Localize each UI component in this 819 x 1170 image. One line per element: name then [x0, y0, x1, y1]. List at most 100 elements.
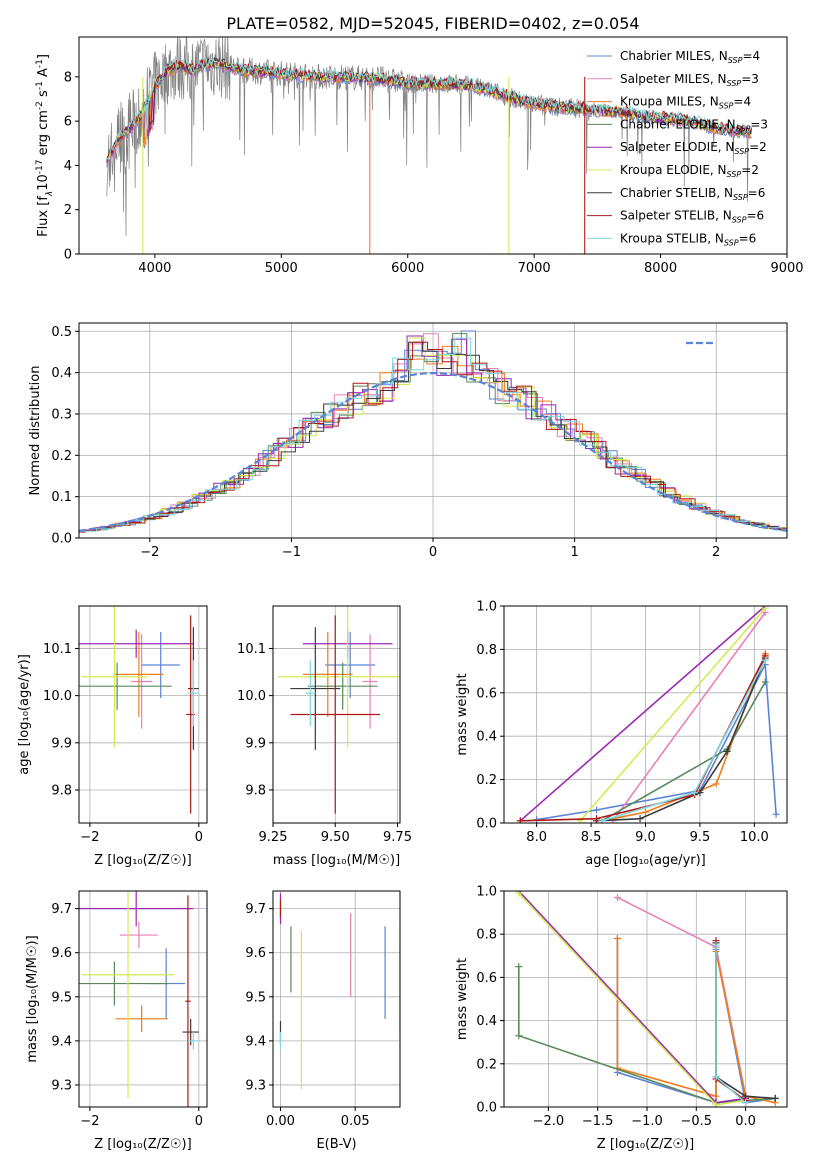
- tick-label-x: 0: [195, 830, 203, 845]
- tick-label-y: 4: [64, 159, 72, 174]
- legend-nssp: 4: [743, 95, 751, 109]
- legend-nssp: 6: [757, 209, 765, 223]
- model-spectrum: [106, 57, 752, 159]
- mass_vs_Z-xlabel: Z [log₁₀(Z/Z☉)]: [94, 1137, 191, 1152]
- residuals-ylabel: Normed distribution: [28, 366, 43, 496]
- mass_weight_vs_age-lines: [516, 606, 780, 823]
- legend-nssp: 6: [758, 186, 766, 200]
- tick-label-y: 9.4: [245, 1034, 266, 1049]
- tick-label-x: 9.5: [690, 830, 711, 845]
- mass-weight-marker: [593, 815, 601, 823]
- tick-label-x: 9.25: [259, 830, 288, 845]
- mass-weight-series: [519, 606, 766, 822]
- legend-n: , N: [719, 117, 736, 131]
- mass-weight-marker: [515, 1032, 523, 1040]
- ylabel-part: -1: [35, 81, 45, 90]
- legend-nssp: 2: [751, 163, 759, 177]
- ylabel-part: s: [36, 90, 51, 101]
- tick-label-x: 9.75: [383, 830, 412, 845]
- histogram-series: [79, 337, 787, 533]
- legend-n: , N: [715, 209, 732, 223]
- tick-label-y: 0.6: [476, 686, 497, 701]
- mass_weight_vs_age-ylabel: mass weight: [455, 673, 470, 755]
- tick-label-y: 9.9: [51, 736, 72, 751]
- legend-eq: =: [749, 140, 759, 154]
- tick-label-x: −1: [282, 545, 301, 560]
- tick-label-y: 0.3: [51, 407, 72, 422]
- axes-frame: [503, 890, 788, 1108]
- tick-label-x: −2: [140, 545, 159, 560]
- tick-label-x: 8000: [644, 261, 677, 276]
- legend-sub: SSP: [719, 102, 734, 111]
- tick-label-y: 0.2: [476, 773, 497, 788]
- legend-sub: SSP: [733, 193, 748, 202]
- ylabel-part: ]: [36, 54, 51, 59]
- legend-series-name: Salpeter MILES: [620, 72, 710, 86]
- legend-eq: =: [750, 117, 760, 131]
- legend-nssp: 6: [749, 231, 757, 245]
- mass-weight-marker: [515, 891, 523, 897]
- tick-label-y: 9.3: [51, 1078, 72, 1093]
- legend-series-name: Chabrier ELODIE: [620, 117, 719, 131]
- mass-weight-marker: [742, 1099, 750, 1107]
- mass-weight-series: [601, 659, 766, 822]
- axes-frame: [78, 322, 788, 539]
- legend-nssp: 4: [753, 49, 761, 63]
- mass-weight-marker: [761, 656, 769, 664]
- tick-label-y: 10.0: [43, 689, 72, 704]
- tick-label-x: 0.05: [341, 1114, 370, 1129]
- legend-entry: Salpeter STELIB, NSSP=6: [620, 209, 764, 225]
- mass-weight-marker: [515, 963, 523, 971]
- axes-frame: [78, 36, 788, 255]
- mass-weight-marker: [642, 808, 649, 816]
- legend-n: , N: [702, 95, 719, 109]
- tick-label-x: −2: [80, 1114, 99, 1129]
- tick-label-y: 0.8: [476, 928, 497, 943]
- legend-series-name: Chabrier STELIB: [620, 186, 716, 200]
- tick-label-x: 9000: [770, 261, 803, 276]
- legend-entry: Chabrier STELIB, NSSP=6: [620, 186, 765, 202]
- tick-label-y: 1.0: [476, 600, 497, 615]
- axes-frame: [272, 605, 401, 824]
- age_vs_Z-ylabel: age [log₁₀(age/yr)]: [17, 654, 32, 775]
- mass-weight-series: [520, 655, 766, 822]
- tick-label-y: 0.5: [51, 325, 72, 340]
- mass-weight-marker: [771, 1094, 779, 1102]
- mass-weight-marker: [712, 1101, 720, 1107]
- axes-frame: [78, 605, 208, 824]
- tick-label-y: 9.7: [245, 902, 266, 917]
- tick-label-y: 10.0: [237, 689, 266, 704]
- legend-series-name: Kroupa MILES: [620, 95, 702, 109]
- age_vs_Z-xlabel: Z [log₁₀(Z/Z☉)]: [94, 853, 191, 868]
- tick-label-x: −2.0: [533, 1114, 565, 1129]
- mass_vs_ebv-errorbars: [279, 893, 400, 1090]
- tick-label-x: 0.0: [735, 1114, 756, 1129]
- figure-title: PLATE=0582, MJD=52045, FIBERID=0402, z=0…: [226, 14, 639, 33]
- histogram-series: [79, 341, 787, 533]
- mass-weight-marker: [772, 810, 780, 818]
- tick-label-y: 0.2: [51, 449, 72, 464]
- legend-series-name: Salpeter STELIB: [620, 209, 715, 223]
- ylabel-part: A: [36, 68, 51, 81]
- mass-weight-marker: [761, 678, 769, 686]
- mass_vs_ebv-xlabel: E(B-V): [316, 1137, 356, 1152]
- tick-label-y: 0.2: [476, 1057, 497, 1072]
- tick-label-y: 10.1: [43, 642, 72, 657]
- tick-label-y: 0.0: [476, 817, 497, 832]
- mass-weight-marker: [723, 747, 731, 755]
- ylabel-part: -17: [35, 160, 45, 175]
- legend-series-name: Kroupa ELODIE: [620, 163, 710, 177]
- tick-label-y: 2: [64, 203, 72, 218]
- tick-label-x: 1: [570, 545, 578, 560]
- age_vs_mass-xlabel: mass [log₁₀(M/M☉)]: [273, 853, 400, 868]
- legend-entry: Kroupa ELODIE, NSSP=2: [620, 163, 759, 179]
- legend-entry: Chabrier MILES, NSSP=4: [620, 49, 760, 65]
- mass-weight-marker: [712, 780, 720, 788]
- ylabel-part: Flux [f: [36, 196, 51, 237]
- tick-label-y: 0.0: [51, 532, 72, 547]
- tick-label-y: 1.0: [476, 885, 497, 900]
- legend-n: , N: [710, 72, 727, 86]
